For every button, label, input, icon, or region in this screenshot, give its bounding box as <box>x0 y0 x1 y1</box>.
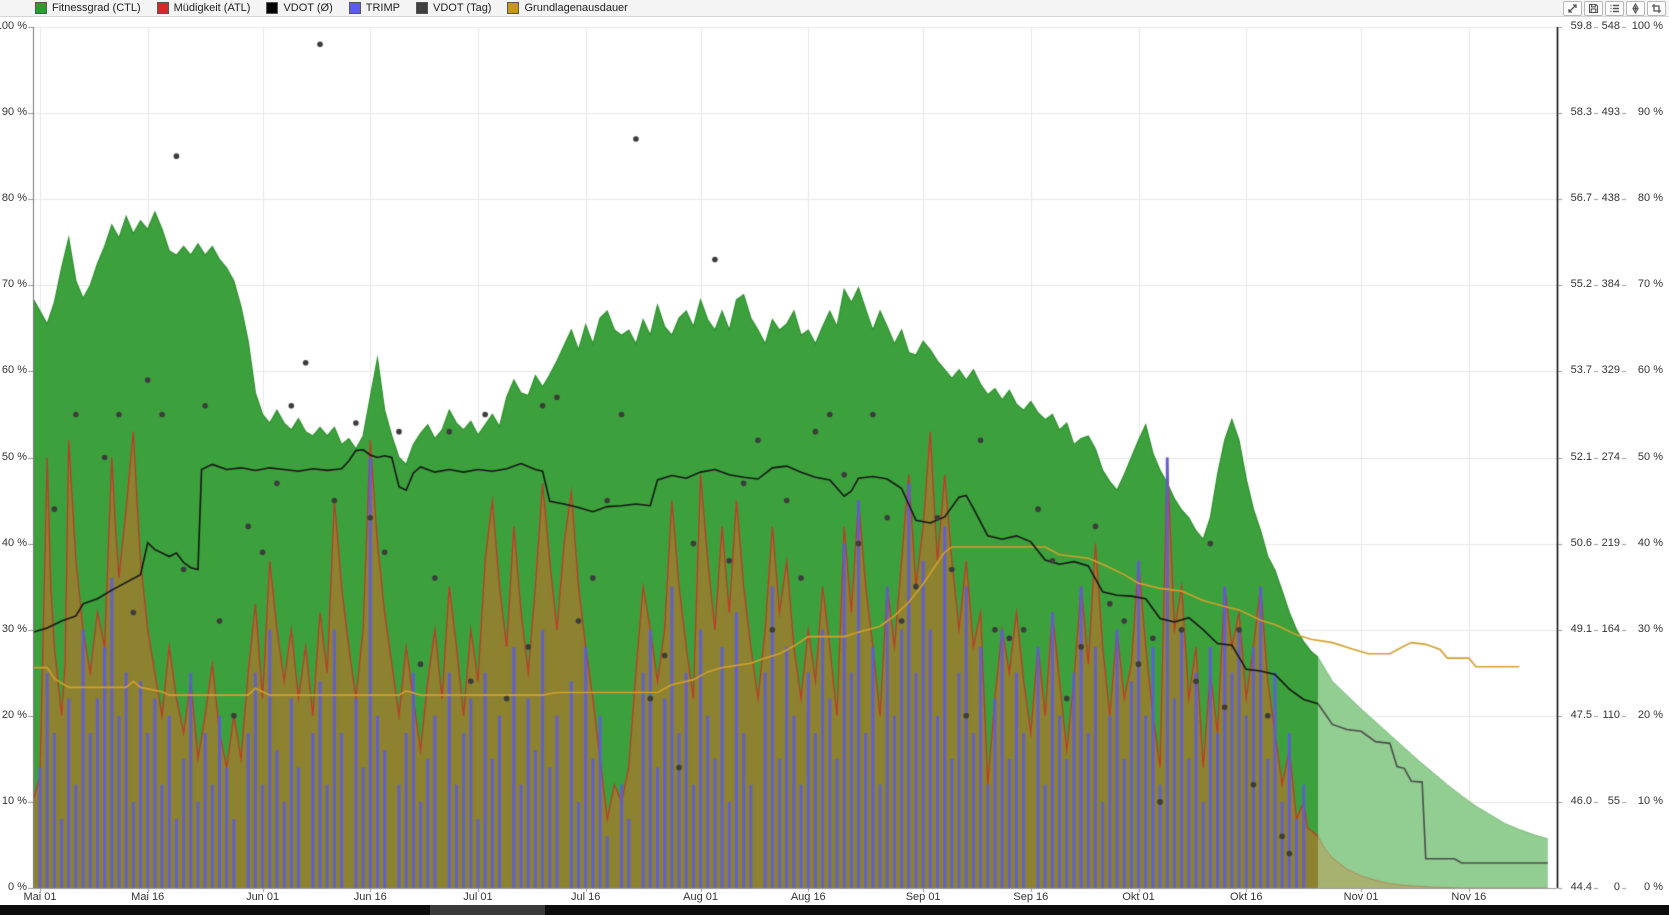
x-axis-label: Mai 16 <box>131 891 165 903</box>
x-axis-label: Aug 16 <box>790 891 826 903</box>
x-axis-label: Nov 16 <box>1451 891 1487 903</box>
y-axis-label-percent: 100 % <box>1631 20 1663 32</box>
y-axis-label-left: 10 % <box>1 794 27 807</box>
y-axis-label-percent: 50 % <box>1637 450 1663 463</box>
legend-item-label: VDOT (Ø) <box>283 2 333 14</box>
save-button[interactable] <box>1584 1 1603 16</box>
legend-item-label: Grundlagenausdauer <box>524 2 628 14</box>
y-axis-label-trimp: 493 <box>1601 106 1620 119</box>
y-axis-label-left: 0 % <box>8 881 27 893</box>
y-axis-label-left: 100 % <box>0 20 27 32</box>
x-axis-label: Jul 16 <box>570 891 601 903</box>
y-axis-label-vdot: 56.7 <box>1570 192 1592 205</box>
scrollbar-thumb[interactable] <box>430 905 545 915</box>
y-axis-label-percent: 70 % <box>1637 278 1663 291</box>
legend-swatch-icon <box>266 2 279 14</box>
y-axis-label-left: 50 % <box>1 450 27 463</box>
legend-item-3[interactable]: VDOT (Ø) <box>266 2 333 14</box>
y-axis-label-vdot: 49.1 <box>1570 622 1592 635</box>
table-icon <box>1610 4 1619 13</box>
y-axis-label-trimp: 219 <box>1601 536 1620 549</box>
legend-swatch-icon <box>348 2 361 14</box>
legend-swatch-icon <box>156 2 169 14</box>
y-axis-label-vdot: 47.5 <box>1570 708 1592 721</box>
y-axis-label-percent: 90 % <box>1637 106 1663 119</box>
legend-swatch-icon <box>416 2 428 14</box>
y-axis-label-trimp: 274 <box>1601 450 1620 463</box>
legend-item-5[interactable]: VDOT (Tag) <box>416 2 491 14</box>
legend-swatch-icon <box>35 2 47 14</box>
y-axis-label-left: 90 % <box>1 106 27 119</box>
y-axis-label-trimp: 164 <box>1601 622 1620 635</box>
y-axis-label-trimp: 438 <box>1601 192 1620 205</box>
x-axis-label: Aug 01 <box>683 891 718 903</box>
y-axis-label-vdot: 53.7 <box>1570 364 1592 377</box>
x-axis-label: Jun 16 <box>353 891 387 903</box>
y-axis-label-left: 70 % <box>1 278 27 291</box>
y-axis-label-vdot: 52.1 <box>1570 450 1592 463</box>
chart-legend: Fitnessgrad (CTL) Müdigkeit (ATL) VDOT (Ø)… <box>0 0 1669 17</box>
y-axis-label-left: 20 % <box>1 708 27 721</box>
crop-button[interactable] <box>1647 1 1666 16</box>
legend-item-label: TRIMP <box>365 2 400 14</box>
x-axis-label: Okt 01 <box>1122 891 1155 903</box>
y-axis-label-vdot: 50.6 <box>1570 536 1592 549</box>
y-axis-label-trimp: 110 <box>1602 708 1620 721</box>
y-axis-label-trimp: 55 <box>1607 794 1620 807</box>
move-icon <box>1632 3 1639 14</box>
legend-item-label: VDOT (Tag) <box>433 2 492 14</box>
legend-item-4[interactable]: TRIMP <box>348 2 400 14</box>
y-axis-label-percent: 0 % <box>1644 881 1663 893</box>
x-axis-label: Sep 16 <box>1013 891 1049 903</box>
y-axis-label-percent: 20 % <box>1637 708 1663 721</box>
y-axis-label-vdot: 46.0 <box>1570 794 1592 807</box>
y-axis-label-percent: 30 % <box>1637 622 1663 635</box>
move-button[interactable] <box>1626 1 1645 16</box>
y-axis-label-left: 30 % <box>1 622 27 635</box>
y-axis-label-left: 40 % <box>1 536 27 549</box>
y-axis-label-vdot: 59.8 <box>1570 20 1592 32</box>
legend-item-label: Fitnessgrad (CTL) <box>52 2 141 14</box>
legend-item-1[interactable]: Fitnessgrad (CTL) <box>35 2 141 14</box>
y-axis-label-percent: 10 % <box>1637 794 1663 807</box>
x-axis-label: Okt 16 <box>1230 891 1263 903</box>
crop-icon <box>1652 4 1661 13</box>
y-axis-label-vdot: 44.4 <box>1570 881 1592 893</box>
y-axis-label-vdot: 58.3 <box>1570 106 1592 119</box>
x-axis-label: Jun 01 <box>246 891 280 903</box>
x-axis-label: Sep 01 <box>905 891 941 903</box>
y-axis-label-trimp: 384 <box>1601 278 1620 291</box>
y-axis-label-trimp: 0 <box>1613 881 1620 893</box>
x-axis-label: Nov 01 <box>1343 891 1379 903</box>
save-icon <box>1588 3 1599 14</box>
y-axis-label-trimp: 329 <box>1601 364 1620 377</box>
table-button[interactable] <box>1605 1 1624 16</box>
x-axis-label: Jul 01 <box>463 891 493 903</box>
y-axis-label-left: 80 % <box>1 192 27 205</box>
y-axis-label-left: 60 % <box>1 364 27 377</box>
bottom-scrollbar[interactable] <box>0 905 1669 915</box>
y-axis-label-percent: 60 % <box>1637 364 1663 377</box>
y-axis-label-vdot: 55.2 <box>1570 278 1592 291</box>
chart-toolbar <box>1563 1 1666 16</box>
y-axis-label-trimp: 548 <box>1601 20 1620 32</box>
legend-item-6[interactable]: Grundlagenausdauer <box>507 2 628 14</box>
legend-swatch-icon <box>507 2 520 14</box>
y-axis-label-percent: 80 % <box>1637 192 1663 205</box>
expand-icon <box>1568 4 1577 13</box>
legend-item-label: Müdigkeit (ATL) <box>173 2 251 14</box>
y-axis-label-percent: 40 % <box>1637 536 1663 549</box>
expand-button[interactable] <box>1563 1 1582 16</box>
legend-item-2[interactable]: Müdigkeit (ATL) <box>156 2 251 14</box>
x-axis-label: Mai 01 <box>23 891 57 903</box>
